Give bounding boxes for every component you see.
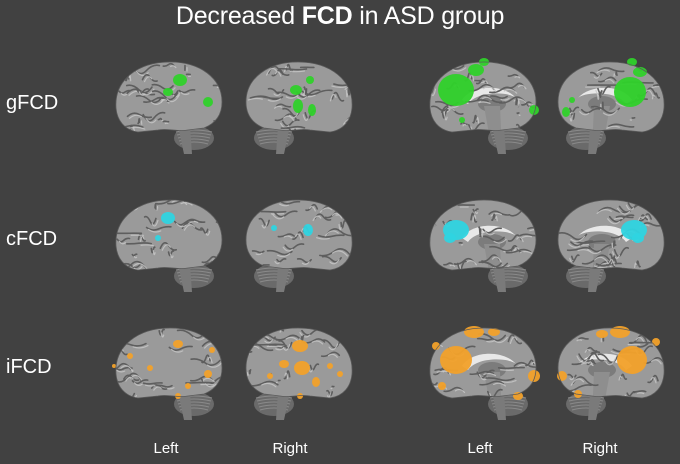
brain-svg	[429, 326, 540, 420]
brain-render-ifcd-1	[108, 316, 228, 431]
brain-svg	[245, 61, 353, 154]
row-label-cfcd: cFCD	[6, 228, 58, 250]
brain-render-gfcd-3	[422, 50, 542, 165]
col-label-lateral-right: Right	[272, 440, 308, 457]
figure-title: Decreased FCD in ASD group	[175, 2, 505, 30]
brain-svg	[557, 58, 665, 154]
brain-svg	[429, 58, 539, 154]
col-label-medial-left: Left	[467, 440, 493, 457]
title-bold-term: FCD	[301, 2, 353, 30]
brain-render-cfcd-2	[240, 188, 360, 303]
brain-render-cfcd-1	[108, 188, 228, 303]
brain-svg	[115, 61, 223, 154]
brain-render-ifcd-2	[240, 316, 360, 431]
brain-render-gfcd-1	[108, 50, 228, 165]
brain-render-ifcd-4	[552, 316, 672, 431]
brain-svg	[557, 326, 665, 420]
brain-svg	[429, 199, 537, 292]
brain-render-gfcd-2	[240, 50, 360, 165]
brain-svg	[115, 199, 223, 292]
brain-svg	[112, 327, 223, 420]
col-label-medial-right: Right	[582, 440, 618, 457]
row-label-ifcd: iFCD	[6, 356, 52, 378]
brain-svg	[245, 199, 353, 292]
brain-svg	[557, 199, 665, 292]
brain-render-cfcd-4	[552, 188, 672, 303]
brain-svg	[245, 327, 353, 420]
row-label-gfcd: gFCD	[6, 92, 59, 114]
brain-render-ifcd-3	[422, 316, 542, 431]
col-label-lateral-left: Left	[153, 440, 179, 457]
brain-render-gfcd-4	[552, 50, 672, 165]
brain-render-cfcd-3	[422, 188, 542, 303]
